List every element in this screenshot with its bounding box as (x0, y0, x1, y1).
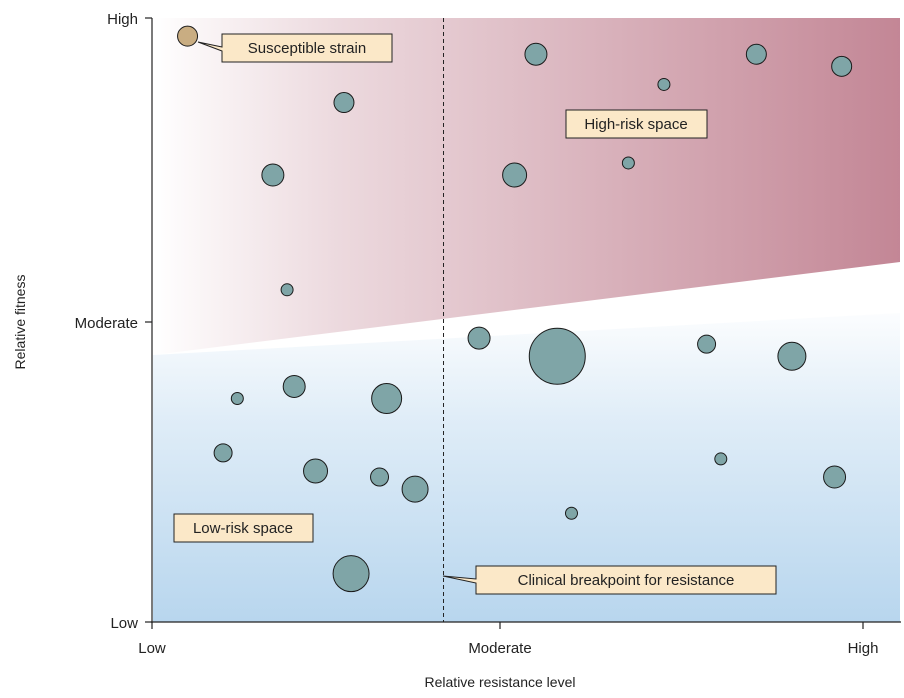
susceptible-strain-point (177, 25, 199, 47)
breakpoint-annotation: Clinical breakpoint for resistance (442, 565, 777, 595)
data-point (831, 55, 853, 77)
data-point (777, 341, 807, 371)
data-point (467, 326, 491, 350)
susceptible-label: Susceptible strain (248, 40, 366, 57)
low-risk-annotation: Low-risk space (173, 513, 314, 543)
low-risk-region (153, 313, 900, 622)
y-tick-label-moderate: Moderate (75, 315, 138, 332)
y-axis-title: Relative fitness (12, 275, 28, 370)
data-point (697, 334, 717, 354)
breakpoint-label: Clinical breakpoint for resistance (518, 572, 735, 589)
x-tick-label-low: Low (138, 640, 166, 657)
data-point (745, 43, 767, 65)
susceptible-callout-box (197, 33, 393, 63)
data-point (333, 92, 355, 114)
low-risk-label: Low-risk space (193, 520, 293, 537)
data-point (502, 162, 528, 188)
data-point (524, 42, 548, 66)
data-point (823, 465, 847, 489)
data-point (303, 458, 329, 484)
high-risk-label-box (565, 109, 708, 139)
data-point (564, 506, 578, 520)
data-points-layer (177, 25, 853, 593)
x-tick-label-high: High (848, 640, 879, 657)
data-point (371, 383, 403, 415)
data-point (657, 77, 671, 91)
data-point (370, 467, 390, 487)
data-point (401, 475, 429, 503)
data-point (230, 392, 244, 406)
data-point (621, 156, 635, 170)
high-risk-annotation: High-risk space (565, 109, 708, 139)
high-risk-region (153, 18, 900, 355)
data-point (714, 452, 728, 466)
x-axis-title: Relative resistance level (425, 674, 576, 690)
data-point (213, 443, 233, 463)
data-point (280, 283, 294, 297)
susceptible-annotation: Susceptible strain (197, 33, 393, 63)
low-risk-label-box (173, 513, 314, 543)
data-point (282, 374, 306, 398)
data-point (528, 327, 586, 385)
y-tick-label-high: High (107, 11, 138, 28)
high-risk-label: High-risk space (584, 116, 687, 133)
data-point (332, 555, 370, 593)
data-point (261, 163, 285, 187)
breakpoint-callout-box (442, 565, 777, 595)
y-tick-label-low: Low (110, 615, 138, 632)
x-tick-label-moderate: Moderate (468, 640, 531, 657)
